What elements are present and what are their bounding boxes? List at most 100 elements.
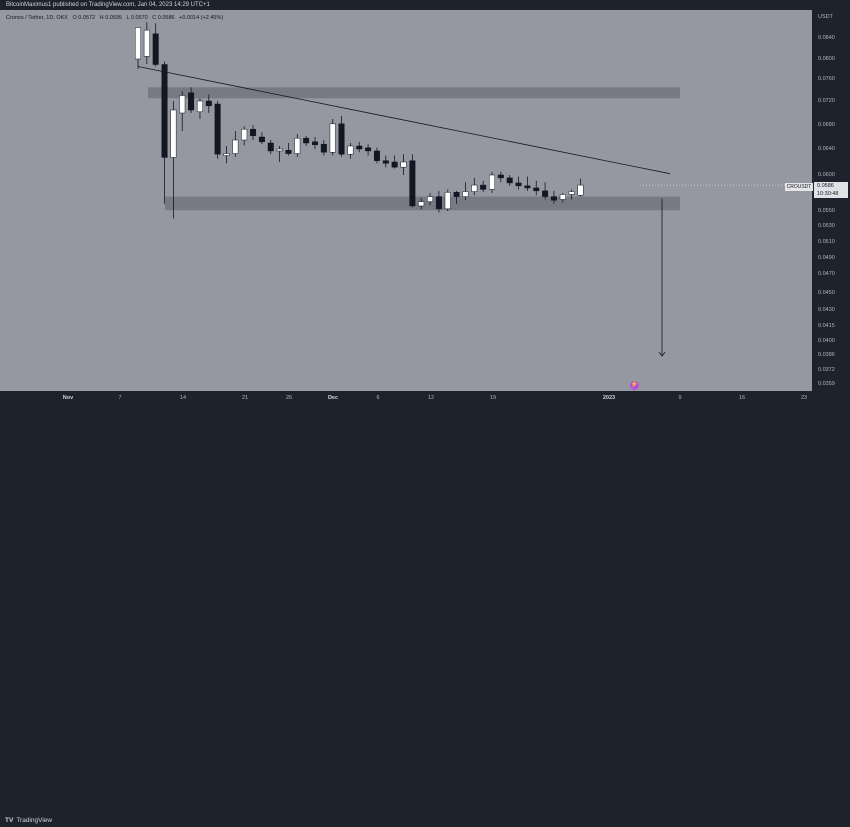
- candle-body: [480, 184, 487, 190]
- price-tick-label: 0.0359: [818, 381, 835, 387]
- candle-body: [179, 95, 186, 114]
- price-tick-label: 0.0600: [818, 172, 835, 178]
- legend-high: H 0.0595: [99, 15, 122, 21]
- candle-body: [409, 160, 416, 207]
- candle-body: [373, 150, 380, 161]
- time-tick-label: 23: [800, 395, 808, 401]
- candle-body: [329, 123, 336, 153]
- candle-body: [135, 27, 141, 60]
- time-tick-label: 16: [738, 395, 746, 401]
- candle-body: [444, 192, 451, 210]
- time-tick-label: 9: [678, 395, 682, 401]
- candle-body: [382, 160, 389, 164]
- projection-arrow-head: [658, 351, 666, 357]
- candle-body: [214, 103, 221, 155]
- candle-body: [550, 196, 557, 201]
- legend-close: C 0.0586: [152, 15, 175, 21]
- ohlc-legend: Cronos / Tether, 1D, OKX O 0.0572 H 0.05…: [6, 15, 226, 21]
- candle-body: [506, 177, 513, 184]
- price-tick-label: 0.0530: [818, 223, 835, 229]
- brand-text: TradingView: [16, 817, 53, 824]
- candle-body: [577, 184, 584, 196]
- candle-body: [427, 196, 434, 202]
- candle-body: [223, 153, 230, 156]
- footer: TV TradingView: [0, 407, 850, 824]
- current-price: 0.0586: [817, 183, 834, 189]
- price-tick-label: 0.0550: [818, 208, 835, 214]
- legend-low: L 0.0570: [126, 15, 148, 21]
- candle-body: [568, 191, 575, 195]
- candle-body: [533, 187, 540, 192]
- candle-body: [250, 128, 257, 137]
- time-tick-label: 6: [376, 395, 380, 401]
- price-tick-label: 0.0430: [818, 307, 835, 313]
- price-tick-label: 0.0800: [818, 56, 835, 62]
- candle-body: [312, 141, 318, 146]
- candle-body: [391, 161, 398, 168]
- price-tick-label: 0.0640: [818, 146, 835, 152]
- price-tick-label: 0.0490: [818, 255, 835, 261]
- descending-trendline: [137, 66, 671, 175]
- candle-body: [462, 191, 469, 197]
- candle-body: [188, 92, 195, 111]
- price-unit: USDT: [818, 14, 833, 20]
- publish-bar: BitcoinMaximus1 published on TradingView…: [0, 0, 850, 10]
- legend-symbol: Cronos / Tether, 1D, OKX: [6, 15, 68, 21]
- candle-body: [435, 196, 442, 210]
- candle-body: [338, 123, 345, 155]
- candle-body: [258, 136, 265, 143]
- support-resistance-zone: [148, 87, 680, 99]
- current-price-tag: 0.0586 10:30:48: [814, 182, 848, 198]
- price-tick-label: 0.0372: [818, 367, 835, 373]
- candle-body: [143, 29, 150, 57]
- candlestick-chart[interactable]: [0, 0, 812, 391]
- publish-text: BitcoinMaximus1 published on TradingView…: [6, 2, 210, 8]
- time-tick-label: 2023: [602, 395, 616, 401]
- symbol-label: CROUSDT: [785, 183, 813, 191]
- candle-body: [294, 137, 301, 154]
- event-marker-icon[interactable]: ⚡: [630, 381, 639, 390]
- price-tick-label: 0.0386: [818, 352, 835, 358]
- legend-change: +0.0014 (+2.45%): [179, 15, 224, 21]
- time-tick-label: 12: [427, 395, 435, 401]
- candle-body: [347, 145, 354, 155]
- candle-body: [489, 174, 495, 190]
- price-tick-label: 0.0400: [818, 338, 835, 344]
- tradingview-logo[interactable]: TV TradingView: [5, 815, 52, 827]
- candle-body: [320, 143, 327, 153]
- candle-body: [267, 142, 274, 152]
- time-tick-label: 21: [241, 395, 249, 401]
- time-axis[interactable]: Nov 7 14 21 26 Dec 6 12 19 2023 9 16 23: [0, 391, 850, 407]
- bar-countdown: 10:30:48: [817, 191, 839, 197]
- candle-body: [232, 139, 239, 154]
- candle-body: [524, 185, 531, 189]
- time-tick-label: Dec: [327, 395, 339, 401]
- candle-body: [170, 109, 177, 158]
- candle-body: [542, 190, 549, 197]
- candle-body: [285, 150, 292, 154]
- candle-body: [418, 201, 425, 207]
- price-tick-label: 0.0840: [818, 35, 835, 41]
- candle-body: [559, 194, 566, 200]
- price-tick-label: 0.0450: [818, 290, 835, 296]
- candle-body: [276, 148, 283, 152]
- candle-body: [453, 192, 460, 197]
- candle-body: [497, 174, 504, 179]
- candle-body: [356, 145, 363, 150]
- candle-body: [303, 137, 310, 144]
- candle-body: [152, 33, 159, 65]
- candle-body: [400, 161, 407, 168]
- price-tick-label: 0.0415: [818, 323, 835, 329]
- price-tick-label: 0.0720: [818, 98, 835, 104]
- time-tick-label: Nov: [62, 395, 74, 401]
- price-axis[interactable]: [812, 10, 850, 391]
- candle-body: [196, 100, 203, 113]
- candle-body: [241, 128, 248, 141]
- time-tick-label: 26: [285, 395, 293, 401]
- candle-body: [471, 184, 478, 192]
- legend-open: O 0.0572: [72, 15, 96, 21]
- price-tick-label: 0.0470: [818, 271, 835, 277]
- time-tick-label: 14: [179, 395, 187, 401]
- price-tick-label: 0.0510: [818, 239, 835, 245]
